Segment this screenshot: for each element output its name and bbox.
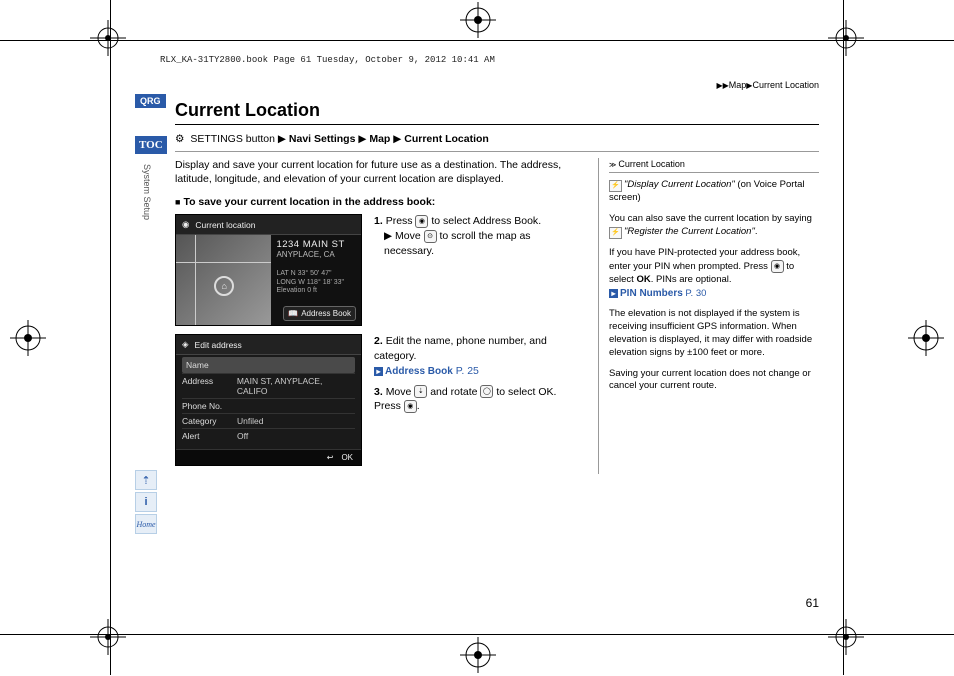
registration-mark (828, 20, 864, 56)
edit-row-label: Phone No. (182, 401, 237, 411)
sidebar-para: The elevation is not displayed if the sy… (609, 308, 819, 359)
move-icon: ⊙ (424, 230, 437, 243)
sidebar-para: Saving your current location does not ch… (609, 368, 819, 394)
rotate-icon: ◯ (480, 385, 493, 398)
path-seg: Current Location (404, 133, 489, 145)
instruction-block: 2. Edit the name, phone number, and cate… (374, 334, 580, 466)
location-icon: ◉ (182, 219, 189, 230)
sidebar-para: You can also save the current location b… (609, 213, 819, 239)
map-pin-icon: ⌂ (214, 276, 234, 296)
settings-icon: ⚙ (175, 133, 184, 145)
edit-row: Name (182, 357, 355, 373)
print-header: RLX_KA-31TY2800.book Page 61 Tuesday, Oc… (160, 55, 495, 65)
coord-long: LONG W 118° 18' 33" (276, 279, 356, 287)
edit-row-label: Category (182, 416, 237, 426)
page-title: Current Location (175, 100, 819, 125)
edit-row: Phone No. (182, 398, 355, 413)
screenshot-title: Edit address (195, 340, 242, 350)
breadcrumb: ▶▶Map▶Current Location (135, 80, 819, 90)
info-icon: i (144, 496, 147, 508)
sub-heading: ■To save your current location in the ad… (175, 196, 580, 208)
edit-row-label: Alert (182, 431, 237, 441)
edit-row: AddressMAIN ST, ANYPLACE, CALIFO (182, 373, 355, 398)
voice-icon: ⚡ (609, 227, 622, 239)
toc-badge[interactable]: TOC (135, 136, 167, 154)
edit-row-value: Off (237, 431, 248, 441)
section-label: System Setup (142, 164, 152, 220)
instruction-block: 1. Press ◉ to select Address Book. ▶ Mov… (374, 214, 580, 326)
press-icon: ◉ (415, 215, 428, 228)
ok-label: OK (341, 453, 353, 462)
menu-path: ⚙ SETTINGS button ▶ Navi Settings ▶ Map … (175, 133, 819, 152)
sidebar-para: If you have PIN-protected your address b… (609, 247, 819, 300)
registration-mark (460, 637, 496, 673)
home-button[interactable]: Home (135, 514, 157, 534)
registration-mark (460, 2, 496, 38)
info-button[interactable]: i (135, 492, 157, 512)
voice-icon: ⚡ (609, 180, 622, 192)
registration-mark (10, 320, 46, 356)
coord-elev: Elevation 0 ft (276, 287, 356, 295)
edit-row-value: Unfiled (237, 416, 263, 426)
address-line: 1234 MAIN ST (276, 239, 356, 250)
registration-mark (908, 320, 944, 356)
breadcrumb-seg: Map (729, 80, 747, 90)
sidebar-heading: ≫Current Location (609, 158, 819, 173)
crop-line (0, 40, 954, 41)
registration-mark (90, 619, 126, 655)
intro-text: Display and save your current location f… (175, 158, 580, 186)
registration-mark (828, 619, 864, 655)
edit-row-value: MAIN ST, ANYPLACE, CALIFO (237, 376, 355, 396)
sidebar-para: ⚡"Display Current Location" (on Voice Po… (609, 179, 819, 205)
edit-icon: ◈ (182, 339, 189, 350)
book-icon: 📖 (288, 309, 298, 318)
stick-icon: ⇣ (414, 385, 427, 398)
screenshot-edit-address: ◈ Edit address Name AddressMAIN ST, ANYPL… (175, 334, 362, 466)
back-icon: ↩ (327, 453, 334, 462)
press-icon: ◉ (771, 260, 784, 273)
address-line: ANYPLACE, CA (276, 250, 356, 259)
press-icon: ◉ (404, 400, 417, 413)
address-book-link[interactable]: ▸Address Book (374, 366, 453, 377)
breadcrumb-seg: Current Location (752, 80, 819, 90)
button-label: Address Book (301, 309, 351, 318)
registration-mark (90, 20, 126, 56)
voice-help-button[interactable]: ⇡ (135, 470, 157, 490)
edit-row-label: Address (182, 376, 237, 396)
qrg-badge[interactable]: QRG (135, 94, 166, 108)
edit-row: CategoryUnfiled (182, 413, 355, 428)
page-number: 61 (806, 596, 819, 610)
pin-numbers-link[interactable]: ▸PIN Numbers (609, 288, 683, 299)
home-icon: Home (136, 520, 155, 529)
path-seg: Navi Settings (289, 133, 356, 145)
edit-row: AlertOff (182, 428, 355, 443)
path-text: SETTINGS button (190, 133, 275, 145)
coord-lat: LAT N 33° 50' 47" (276, 270, 356, 278)
crop-line (0, 634, 954, 635)
screenshot-current-location: ◉ Current location ⌂ 1234 MAIN ST ANYPLA… (175, 214, 362, 326)
screenshot-title: Current location (195, 220, 255, 230)
edit-row-label: Name (186, 360, 241, 370)
crop-line (110, 0, 111, 675)
crop-line (843, 0, 844, 675)
address-book-button: 📖 Address Book (283, 306, 356, 321)
path-seg: Map (369, 133, 390, 145)
map-preview: ⌂ (176, 235, 271, 325)
